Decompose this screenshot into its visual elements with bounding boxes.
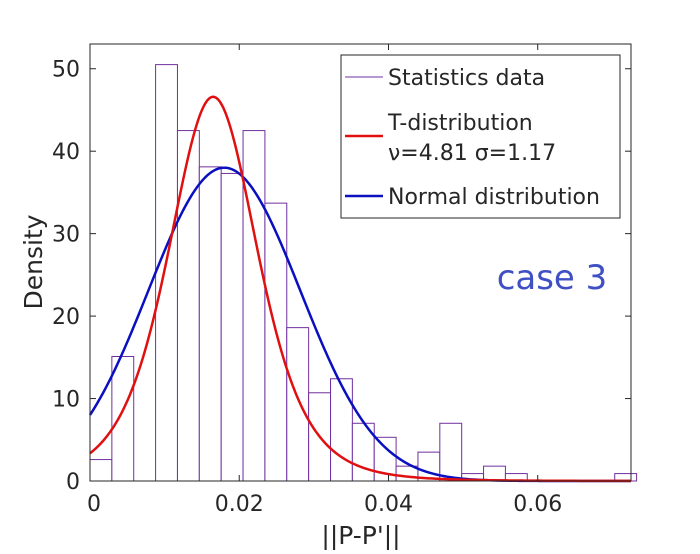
- x-tick-label: 0: [87, 492, 101, 517]
- histogram-bar: [483, 465, 506, 482]
- legend-label-normal: Normal distribution: [388, 185, 600, 210]
- histogram-bar: [286, 327, 310, 482]
- case-annotation: case 3: [497, 258, 608, 298]
- histogram-bar: [330, 378, 353, 482]
- histogram-bar: [439, 422, 463, 482]
- axis-tick-labels: 0 0.02 0.04 0.06 0 10 20 30 40 50: [52, 58, 562, 517]
- histogram-bar: [242, 130, 266, 482]
- x-axis-label: ||P-P'||: [321, 521, 400, 550]
- y-tick-label: 0: [66, 470, 80, 495]
- histogram-bar: [89, 459, 113, 482]
- plot-area-frame: [89, 43, 632, 482]
- chart-legend: Statistics data T-distribution ν=4.81 σ=…: [340, 54, 621, 219]
- y-axis-label: Density: [19, 214, 48, 309]
- legend-label-t-distribution: T-distribution: [387, 111, 533, 136]
- y-tick-label: 40: [52, 140, 80, 165]
- axis-ticks: [89, 44, 631, 482]
- histogram-bar: [155, 64, 178, 482]
- y-tick-label: 10: [52, 388, 80, 413]
- legend-box: [340, 54, 621, 219]
- histogram-bar: [220, 172, 244, 482]
- x-tick-label: 0.02: [215, 492, 264, 517]
- histogram-bar: [176, 130, 200, 482]
- y-tick-label: 20: [52, 305, 80, 330]
- y-tick-label: 30: [52, 223, 80, 248]
- legend-label-statistics: Statistics data: [388, 66, 545, 91]
- x-tick-label: 0.04: [364, 492, 413, 517]
- histogram-bar: [264, 202, 288, 482]
- histogram-bar: [111, 355, 135, 482]
- y-tick-label: 50: [52, 58, 80, 83]
- histogram-bars: [89, 64, 638, 482]
- x-tick-label: 0.06: [513, 492, 562, 517]
- histogram-bar: [198, 166, 222, 482]
- legend-label-t-params: ν=4.81 σ=1.17: [388, 141, 556, 166]
